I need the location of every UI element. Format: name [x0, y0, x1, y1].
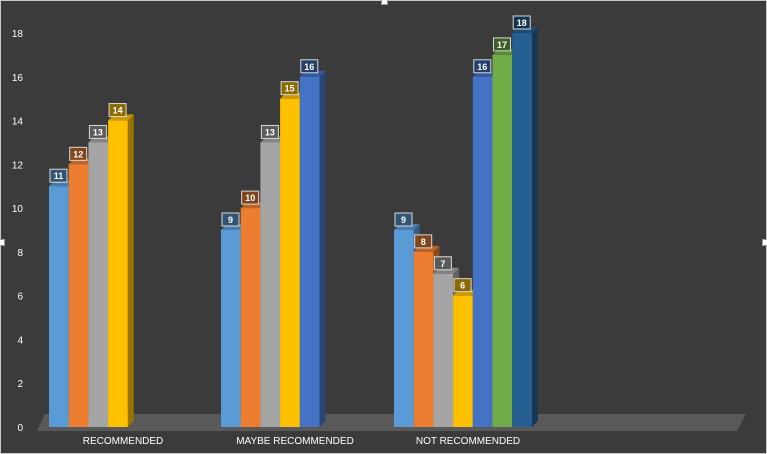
data-label-box	[88, 124, 107, 139]
y-tick-label: 12	[12, 160, 24, 171]
data-label-box	[221, 212, 240, 227]
data-label: 13	[93, 127, 103, 137]
y-tick-label: 6	[17, 292, 23, 303]
data-label-box	[69, 146, 88, 161]
data-label-box	[453, 278, 472, 293]
y-tick-label: 4	[17, 335, 23, 346]
y-tick-label: 16	[12, 73, 24, 84]
bar	[260, 142, 281, 427]
bar-side	[531, 27, 538, 427]
data-label-box	[260, 124, 279, 139]
data-label: 10	[245, 193, 255, 203]
data-label-box	[108, 103, 127, 118]
bar	[433, 273, 454, 427]
bar-side	[127, 114, 134, 428]
data-label-box	[300, 59, 319, 74]
data-label: 9	[401, 215, 406, 225]
y-tick-label: 14	[12, 117, 24, 128]
data-label: 16	[304, 62, 314, 72]
data-label: 13	[265, 127, 275, 137]
data-label-box	[414, 234, 433, 249]
data-label-box	[394, 212, 413, 227]
data-label: 17	[497, 40, 507, 50]
bar	[299, 76, 320, 428]
y-tick-label: 2	[17, 379, 23, 390]
y-tick-label: 18	[12, 29, 24, 40]
resize-handle-top[interactable]	[381, 0, 388, 5]
data-label: 9	[228, 215, 233, 225]
bar	[88, 142, 109, 427]
data-label: 16	[477, 62, 487, 72]
bar	[453, 295, 473, 427]
data-label: 15	[285, 84, 295, 94]
resize-handle-right[interactable]	[762, 239, 767, 246]
bar	[68, 164, 89, 428]
category-label: MAYBE RECOMMENDED	[236, 436, 354, 447]
y-tick-label: 0	[17, 423, 23, 434]
y-tick-label: 8	[17, 248, 23, 259]
bar	[394, 230, 414, 427]
bar	[108, 120, 128, 428]
y-tick-label: 10	[12, 204, 24, 215]
bar	[49, 186, 69, 427]
data-label: 7	[440, 259, 445, 269]
data-label: 6	[460, 281, 465, 291]
data-label-box	[512, 15, 531, 30]
data-label: 8	[421, 237, 426, 247]
chart-floor	[37, 414, 746, 431]
data-label-box	[241, 190, 260, 205]
category-label: RECOMMENDED	[83, 436, 164, 447]
category-label: NOT RECOMMENDED	[416, 436, 520, 447]
data-label: 11	[54, 171, 64, 181]
data-label-box	[280, 81, 299, 96]
bar	[472, 76, 493, 428]
bar	[240, 208, 261, 427]
data-label-box	[433, 256, 452, 271]
data-label: 14	[113, 106, 123, 116]
resize-handle-left[interactable]	[0, 239, 5, 246]
bar	[512, 33, 532, 427]
bar-side	[319, 70, 326, 428]
data-label-box	[493, 37, 511, 52]
data-label-box	[473, 59, 492, 74]
bar	[221, 230, 241, 427]
bar	[413, 251, 434, 427]
data-label: 12	[73, 149, 83, 159]
data-label: 18	[517, 18, 527, 28]
data-label-box	[49, 168, 68, 183]
bar	[280, 98, 300, 428]
bar	[492, 54, 513, 428]
